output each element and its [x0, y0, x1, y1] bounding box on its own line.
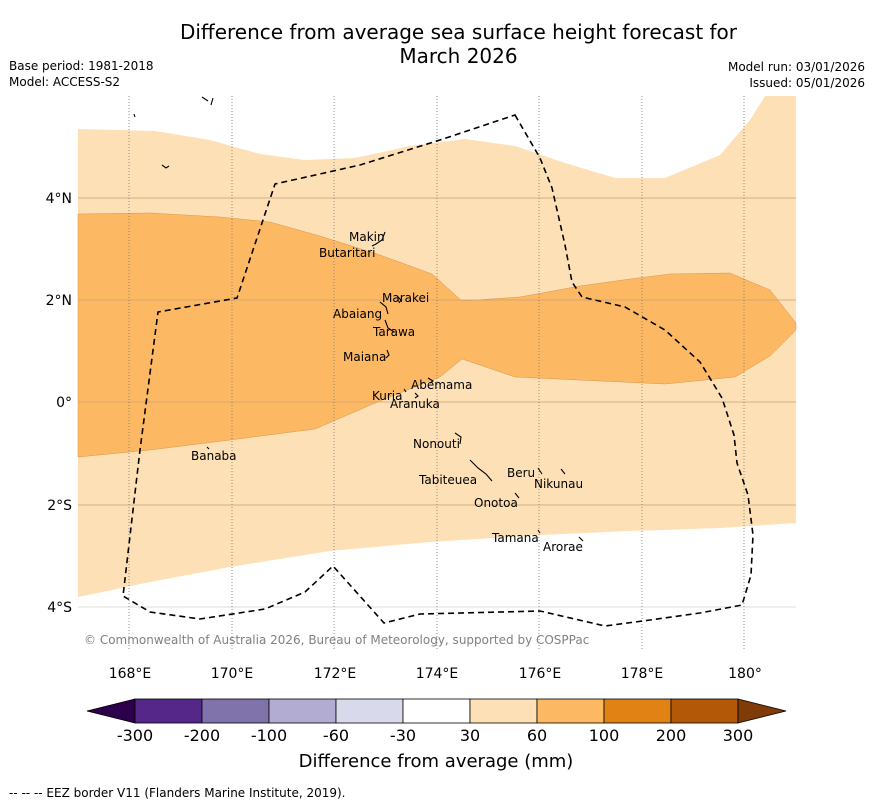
- lon-tick-168e: 168°E: [109, 666, 152, 682]
- place-label-tamana: Tamana: [491, 531, 539, 545]
- colorbar-swatch: [670, 698, 739, 724]
- base-period: Base period: 1981-2018: [9, 59, 154, 73]
- colorbar-swatch: [335, 698, 404, 724]
- place-label-kuria: Kuria: [372, 389, 403, 403]
- north-fragment-a: [133, 113, 136, 118]
- lon-tick-170e: 170°E: [211, 666, 254, 682]
- map-title: Difference from average sea surface heig…: [0, 20, 873, 68]
- lat-tick-4n: 4°N: [46, 191, 72, 207]
- eez-border: [122, 114, 754, 627]
- lon-gridlines: [128, 96, 745, 650]
- colorbar-tick-label: 300: [723, 726, 754, 745]
- colorbar-tick-label: -300: [117, 726, 153, 745]
- north-fragment-c: [210, 97, 214, 106]
- place-label-nonouti: Nonouti: [413, 437, 460, 451]
- map-panel: Makin Butaritari Marakei Abaiang Tarawa …: [77, 96, 797, 650]
- lat-tick-4s: 4°S: [47, 600, 72, 616]
- colorbar-swatch: [134, 698, 203, 724]
- colorbar-swatch: [469, 698, 538, 724]
- colorbar-tick-label: -60: [323, 726, 349, 745]
- colorbar-swatch: [603, 698, 672, 724]
- beru-coast: [537, 467, 543, 475]
- abemama-coast: [427, 377, 435, 384]
- arorae-coast: [578, 536, 584, 542]
- title-line-2: March 2026: [399, 44, 518, 68]
- place-label-arorae: Arorae: [543, 540, 583, 554]
- issued-date: Issued: 05/01/2026: [749, 76, 865, 90]
- tarawa-coast: [384, 319, 395, 333]
- nikunau-coast: [560, 468, 566, 475]
- marakei-coast: [396, 295, 402, 304]
- north-fragment-b: [201, 96, 209, 102]
- banaba-coast: [206, 446, 210, 450]
- eez-footnote: -- -- -- EEZ border V11 (Flanders Marine…: [9, 786, 346, 800]
- anomaly-region-60-100: [77, 212, 797, 458]
- lon-tick-172e: 172°E: [314, 666, 357, 682]
- copyright-credit: © Commonwealth of Australia 2026, Bureau…: [84, 633, 589, 647]
- model-name: Model: ACCESS-S2: [9, 75, 121, 89]
- place-label-abemama: Abemama: [411, 378, 472, 392]
- colorbar: -300 -200 -100 -60 -30 30 60 100 200 300 Differen…: [86, 698, 787, 772]
- place-label-abaiang: Abaiang: [333, 307, 382, 321]
- place-label-makin: Makin: [349, 230, 385, 244]
- place-label-aranuka: Aranuka: [390, 397, 440, 411]
- title-line-1: Difference from average sea surface heig…: [179, 20, 738, 44]
- nonouti-coast: [454, 432, 462, 445]
- place-label-maiana: Maiana: [343, 350, 386, 364]
- colorbar-tick-label: 200: [656, 726, 687, 745]
- maiana-coast: [385, 349, 390, 359]
- aranuka-coast: [414, 392, 419, 399]
- colorbar-tick-label: 100: [589, 726, 620, 745]
- tamana-coast: [537, 529, 541, 534]
- place-label-beru: Beru: [507, 466, 535, 480]
- colorbar-extend-low: [86, 698, 136, 724]
- place-labels: Makin Butaritari Marakei Abaiang Tarawa …: [191, 230, 583, 554]
- lat-tick-0: 0°: [56, 395, 72, 411]
- place-label-tarawa: Tarawa: [372, 325, 415, 339]
- colorbar-title: Difference from average (mm): [299, 751, 574, 772]
- colorbar-tick-label: -100: [251, 726, 287, 745]
- colorbar-swatch: [536, 698, 605, 724]
- colorbar-extend-high: [737, 698, 787, 724]
- colorbar-swatch: [268, 698, 337, 724]
- colorbar-tick-label: -30: [390, 726, 416, 745]
- onotoa-coast: [514, 492, 520, 499]
- lon-tick-176e: 176°E: [519, 666, 562, 682]
- colorbar-swatch: [402, 698, 471, 724]
- north-fragment-d: [161, 164, 170, 169]
- island-coastlines: [133, 96, 584, 542]
- tabiteuea-coast: [469, 459, 493, 482]
- lat-tick-2s: 2°S: [47, 498, 72, 514]
- kuria-coast: [403, 388, 407, 393]
- colorbar-swatches: [86, 698, 787, 724]
- colorbar-tick-label: 60: [527, 726, 547, 745]
- colorbar-labels: -300 -200 -100 -60 -30 30 60 100 200 300: [117, 726, 753, 745]
- colorbar-tick-label: 30: [460, 726, 480, 745]
- lon-tick-174e: 174°E: [416, 666, 459, 682]
- place-label-nikunau: Nikunau: [534, 477, 583, 491]
- lon-tick-178e: 178°E: [621, 666, 664, 682]
- makin-butaritari-coast: [371, 231, 386, 247]
- abaiang-coast: [379, 301, 389, 315]
- place-label-banaba: Banaba: [191, 449, 237, 463]
- lat-tick-labels: 4°N 2°N 0° 2°S 4°S: [46, 191, 73, 616]
- lon-tick-180: 180°: [728, 666, 762, 682]
- place-label-marakei: Marakei: [382, 291, 429, 305]
- colorbar-tick-label: -200: [184, 726, 220, 745]
- place-label-onotoa: Onotoa: [474, 496, 518, 510]
- colorbar-swatch: [201, 698, 270, 724]
- lon-tick-labels: 168°E 170°E 172°E 174°E 176°E 178°E 180°: [109, 666, 762, 682]
- place-label-butaritari: Butaritari: [319, 246, 376, 260]
- lat-tick-2n: 2°N: [46, 293, 72, 309]
- place-label-tabiteuea: Tabiteuea: [418, 473, 477, 487]
- model-run-date: Model run: 03/01/2026: [727, 60, 865, 74]
